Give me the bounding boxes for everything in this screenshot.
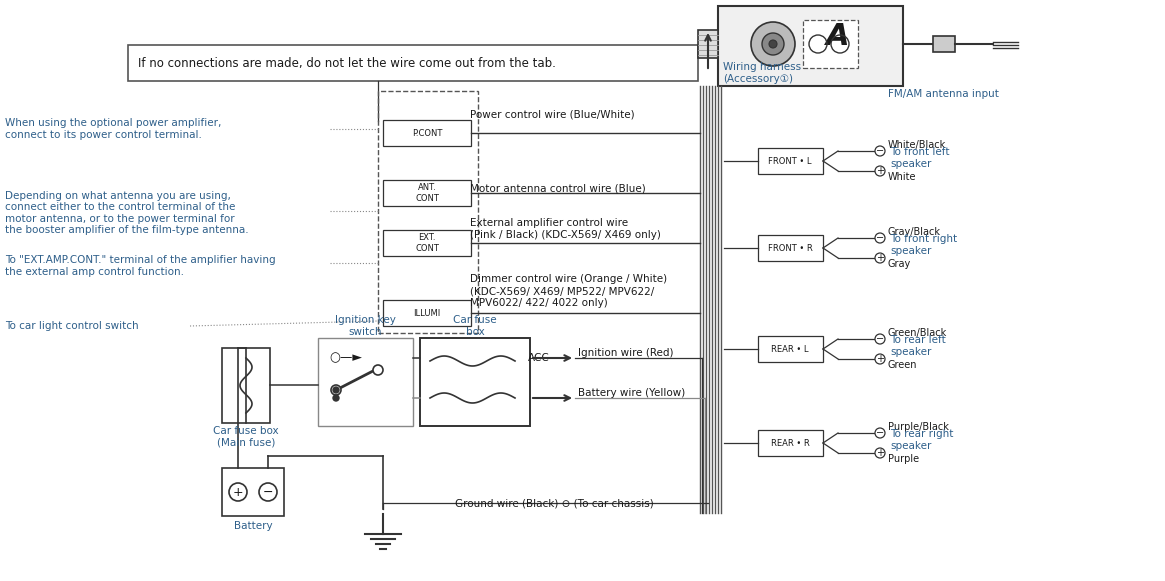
Bar [758,235,822,261]
Text: Motor antenna control wire (Blue): Motor antenna control wire (Blue) [469,183,645,193]
Circle shape [373,365,383,375]
Text: To car light control switch: To car light control switch [5,321,139,331]
Bar [718,6,903,86]
Bar [318,338,414,426]
Text: +: + [876,448,884,458]
Text: Gray: Gray [888,259,911,269]
Text: Ignition wire (Red): Ignition wire (Red) [578,348,673,358]
Circle shape [875,354,885,364]
Text: A: A [826,21,849,51]
Text: ○—►: ○—► [330,352,362,364]
Circle shape [333,387,339,393]
Text: ILLUMI: ILLUMI [414,309,440,317]
Text: FRONT • L: FRONT • L [768,156,812,166]
Text: Ignition key
switch: Ignition key switch [334,315,395,337]
Text: FM/AM antenna input: FM/AM antenna input [888,89,998,99]
Text: Gray/Black: Gray/Black [888,227,941,237]
Text: ANT.
CONT: ANT. CONT [415,183,439,203]
Text: +: + [233,486,243,498]
Text: Green: Green [888,360,918,370]
Bar [758,336,822,362]
Text: Purple: Purple [888,454,919,464]
Circle shape [875,233,885,243]
Bar [803,20,857,68]
Circle shape [769,40,777,48]
Circle shape [875,166,885,176]
Text: When using the optional power amplifier,
connect to its power control terminal.: When using the optional power amplifier,… [5,118,221,140]
Bar [383,230,471,256]
Text: ACC: ACC [528,353,550,363]
Circle shape [331,385,341,395]
Text: Purple/Black: Purple/Black [888,422,948,432]
Text: To rear left
speaker: To rear left speaker [890,335,946,357]
Text: +: + [876,166,884,176]
Bar [223,468,284,516]
Text: Depending on what antenna you are using,
connect either to the control terminal : Depending on what antenna you are using,… [5,191,248,235]
Text: P.CONT: P.CONT [411,128,443,138]
Bar [383,120,471,146]
Text: Green/Black: Green/Black [888,328,947,338]
Bar [933,36,955,52]
Text: REAR • L: REAR • L [771,345,809,353]
Circle shape [333,395,339,401]
Circle shape [875,448,885,458]
Text: To front left
speaker: To front left speaker [890,147,949,169]
Text: +: + [876,354,884,364]
Bar [223,348,270,423]
Circle shape [875,146,885,156]
Bar [128,45,698,81]
Text: Ground wire (Black) ⊖ (To car chassis): Ground wire (Black) ⊖ (To car chassis) [456,498,654,508]
Text: REAR • R: REAR • R [770,439,810,447]
Text: −: − [263,486,274,498]
Text: EXT.
CONT: EXT. CONT [415,234,439,253]
Text: White: White [888,172,917,182]
Bar [383,180,471,206]
Bar [758,430,822,456]
Circle shape [751,22,795,66]
Text: FRONT • R: FRONT • R [768,243,812,253]
Text: Battery wire (Yellow): Battery wire (Yellow) [578,388,685,398]
Bar [758,148,822,174]
Circle shape [875,253,885,263]
Text: To "EXT.AMP.CONT." terminal of the amplifier having
the external amp control fun: To "EXT.AMP.CONT." terminal of the ampli… [5,255,276,277]
Text: Car fuse box
(Main fuse): Car fuse box (Main fuse) [213,426,278,448]
Text: −: − [876,428,884,438]
Text: To rear right
speaker: To rear right speaker [890,429,953,451]
Circle shape [875,428,885,438]
Text: −: − [876,233,884,243]
Text: Dimmer control wire (Orange / White)
(KDC-X569/ X469/ MP522/ MPV622/
MPV6022/ 42: Dimmer control wire (Orange / White) (KD… [469,274,668,307]
Text: To front right
speaker: To front right speaker [890,234,958,256]
Text: If no connections are made, do not let the wire come out from the tab.: If no connections are made, do not let t… [137,56,556,70]
Text: −: − [876,334,884,344]
Text: Wiring harness
(Accessory①): Wiring harness (Accessory①) [723,62,802,84]
Text: Battery: Battery [234,521,273,531]
Text: +: + [876,253,884,263]
Text: White/Black: White/Black [888,140,946,150]
Bar [383,300,471,326]
Text: Car fuse
box: Car fuse box [453,315,496,337]
Bar [377,91,478,333]
Circle shape [875,334,885,344]
Text: −: − [876,146,884,156]
Circle shape [762,33,784,55]
Text: External amplifier control wire
(Pink / Black) (KDC-X569/ X469 only): External amplifier control wire (Pink / … [469,218,661,240]
Text: Power control wire (Blue/White): Power control wire (Blue/White) [469,109,635,119]
Bar [698,30,718,58]
Bar [421,338,530,426]
